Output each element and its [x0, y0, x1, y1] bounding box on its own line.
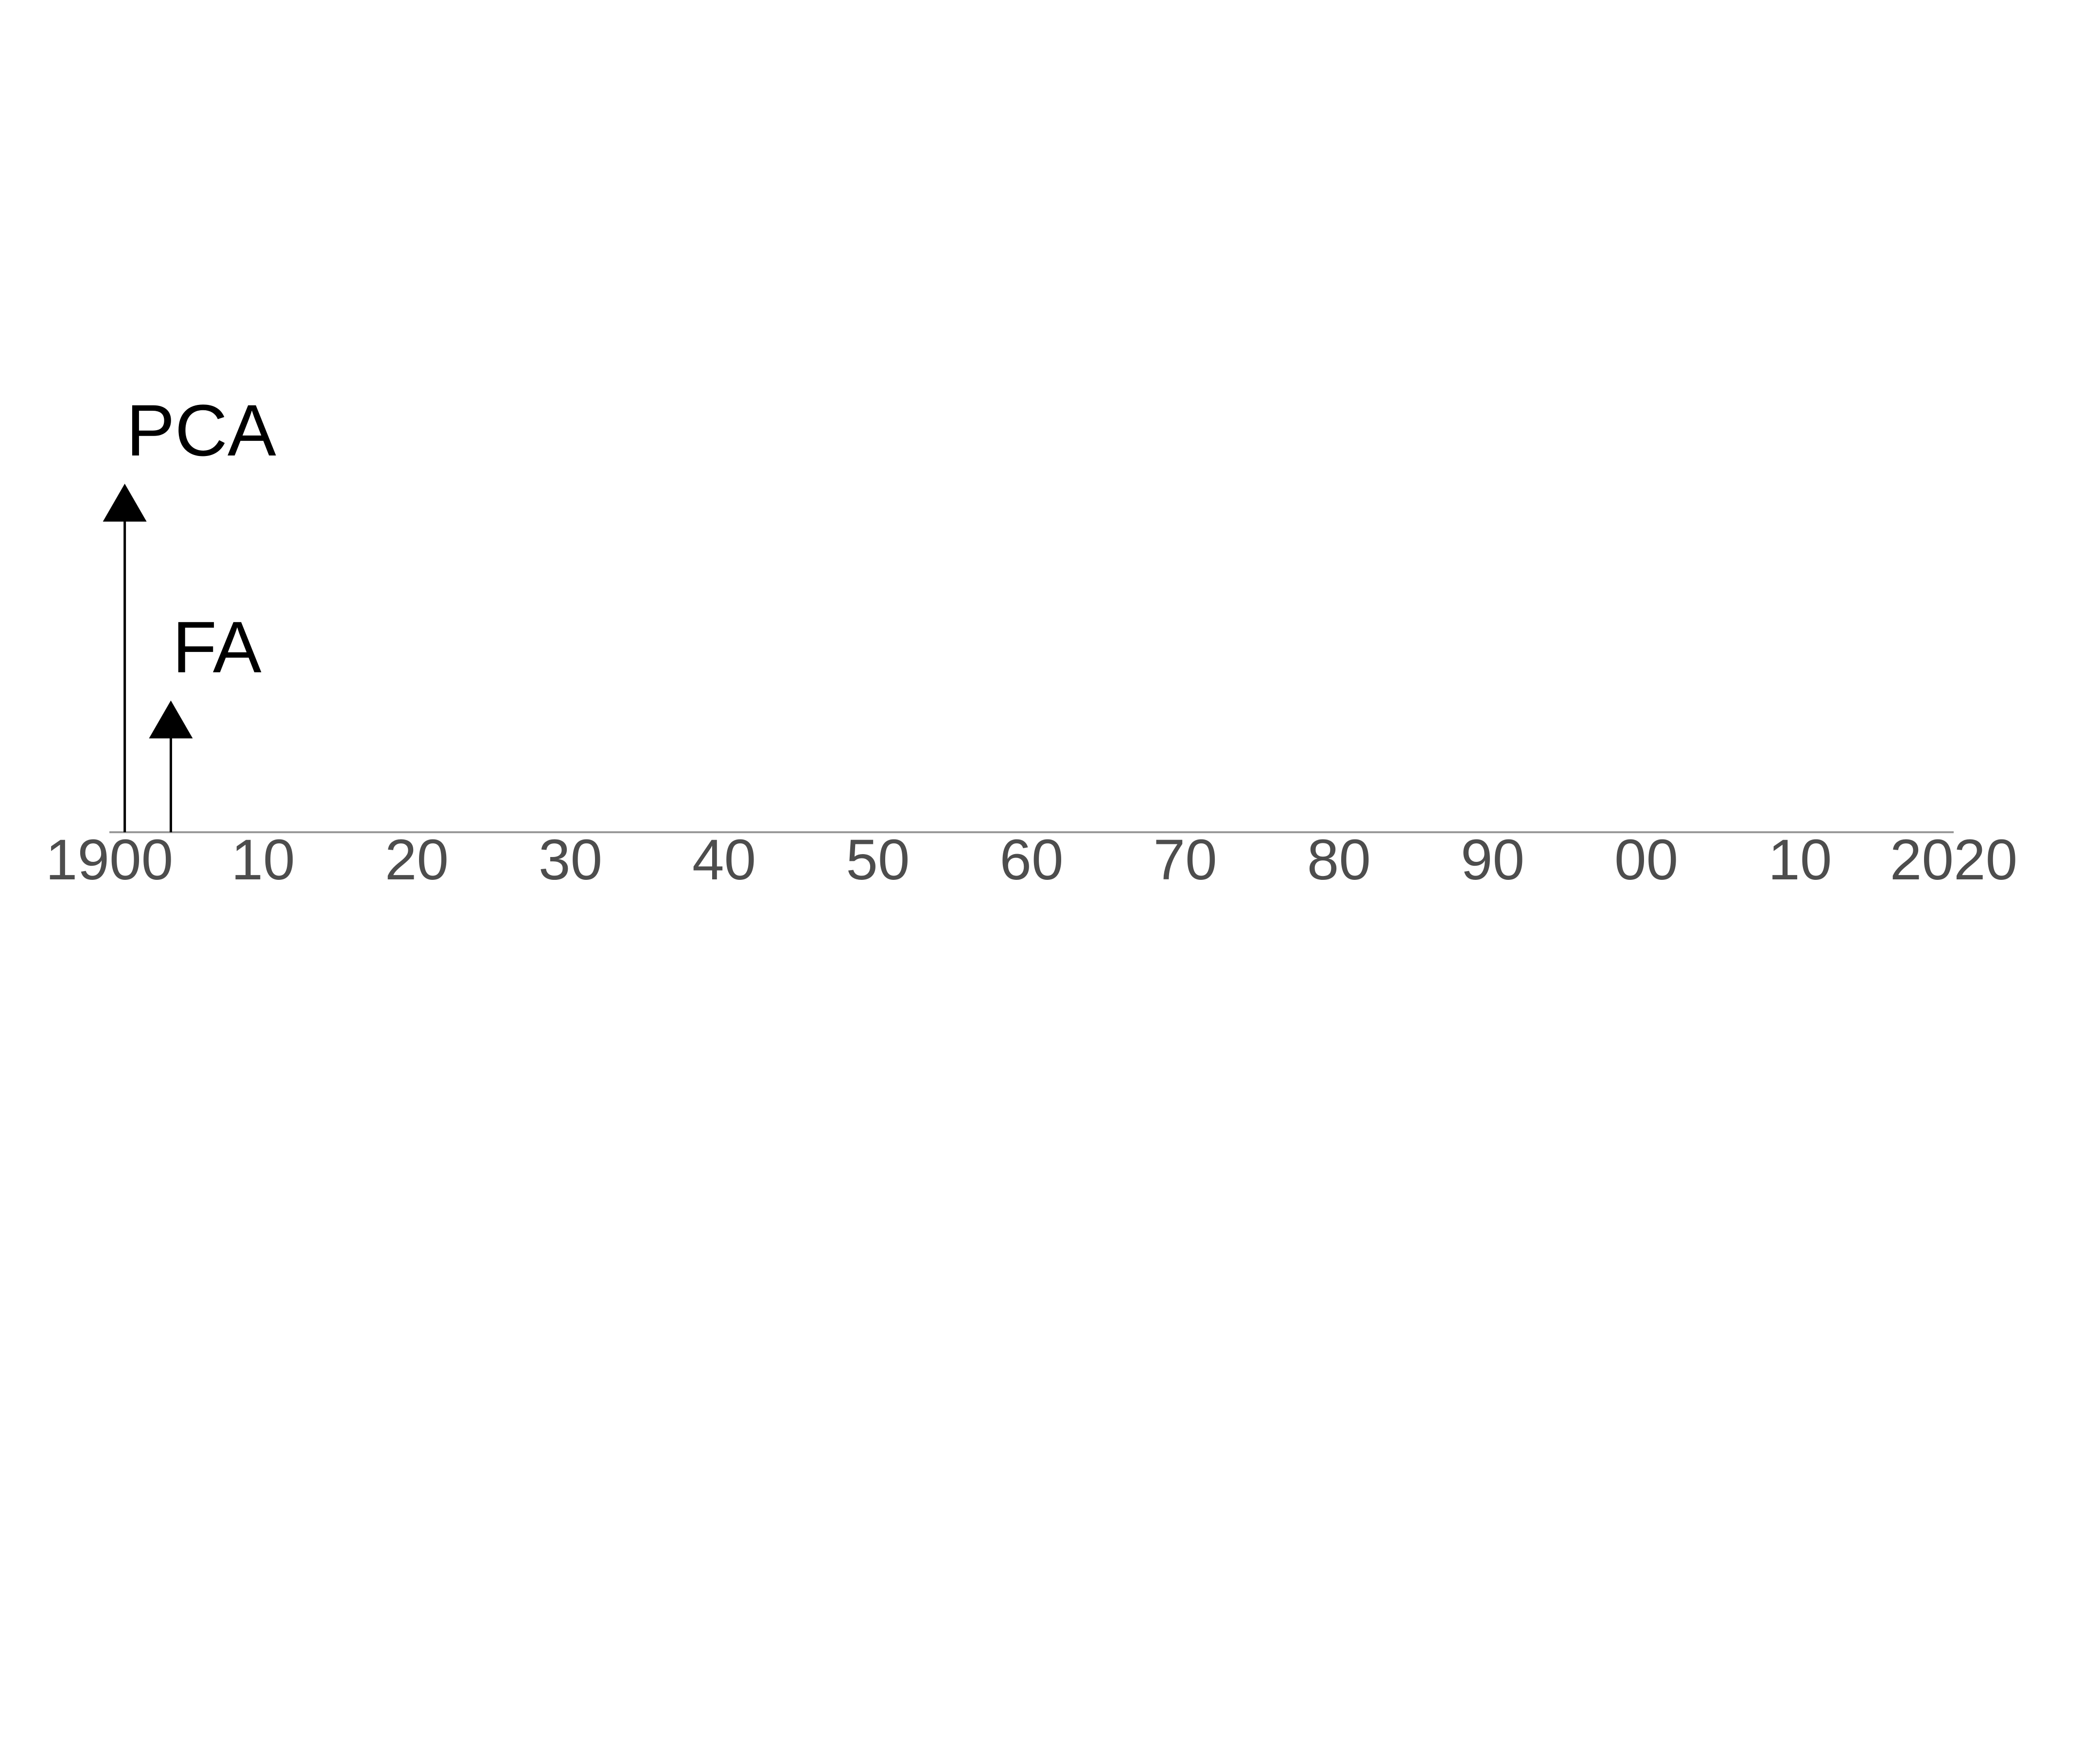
tick-label: 10	[1768, 828, 1832, 892]
tick-label: 50	[846, 828, 910, 892]
tick-label: 60	[999, 828, 1063, 892]
event-arrowhead	[149, 700, 193, 738]
tick-label: 90	[1461, 828, 1524, 892]
tick-label: 30	[539, 828, 602, 892]
tick-label: 20	[385, 828, 449, 892]
tick-label: 2020	[1890, 828, 2018, 892]
event-arrowhead	[103, 484, 147, 522]
tick-label: 10	[231, 828, 295, 892]
tick-label: 70	[1154, 828, 1217, 892]
tick-label: 00	[1614, 828, 1678, 892]
tick-labels: 1900 10 20 30 40 50 60 70 80 90 00 10 2020	[46, 828, 2018, 892]
event-fa: FA	[149, 606, 262, 832]
event-pca: PCA	[103, 389, 276, 832]
tick-label: 80	[1307, 828, 1371, 892]
tick-label: 40	[692, 828, 756, 892]
event-label: FA	[172, 606, 261, 688]
event-markers: PCA FA	[103, 389, 276, 832]
tick-label: 1900	[46, 828, 174, 892]
event-label: PCA	[126, 389, 276, 471]
